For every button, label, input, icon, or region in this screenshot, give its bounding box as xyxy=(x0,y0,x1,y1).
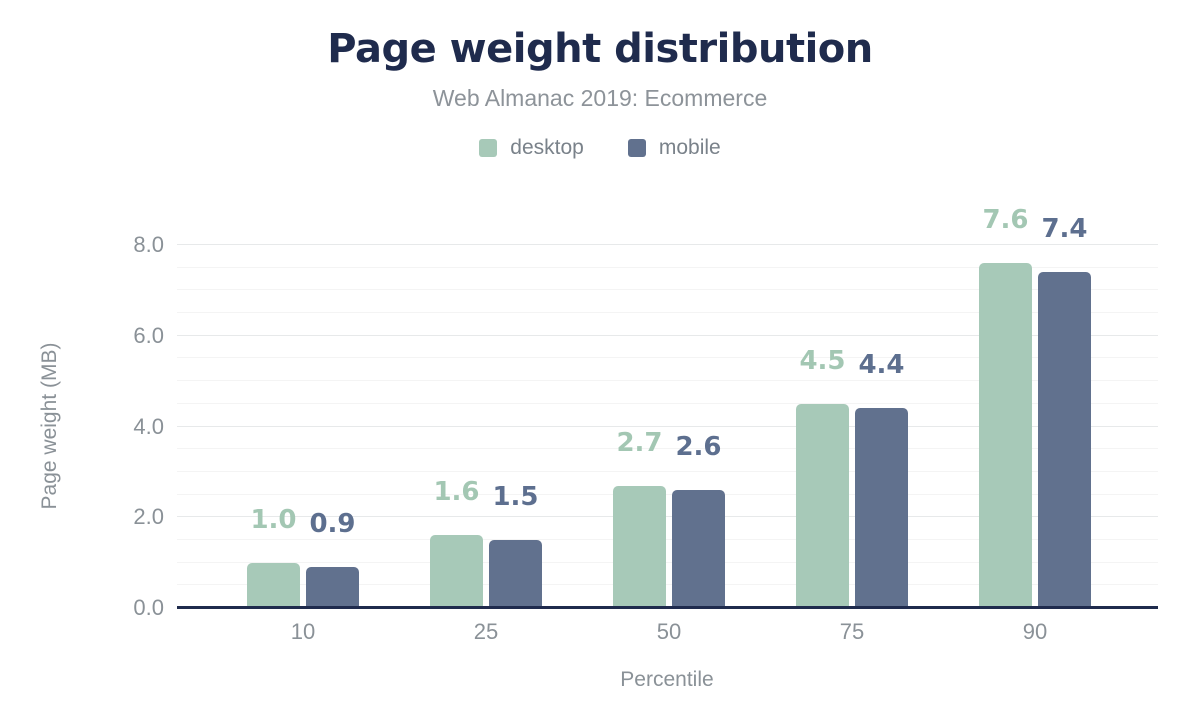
desktop-legend-swatch xyxy=(479,139,498,158)
minor-gridline xyxy=(177,402,1158,404)
chart-subtitle: Web Almanac 2019: Ecommerce xyxy=(432,85,768,111)
legend-item-desktop: desktop xyxy=(479,136,584,160)
plot-area: 0.0 2.0 4.0 6.0 8.0 1.0 0.9 10 1.6 1.5 25 2.7 2.6 50 4… xyxy=(133,207,1158,643)
legend: desktop mobile xyxy=(0,136,1200,160)
minor-gridline xyxy=(177,380,1158,382)
major-gridline xyxy=(177,425,1158,427)
value-label-mobile-p10: 0.9 xyxy=(309,509,356,540)
value-label-desktop-p50: 2.7 xyxy=(616,427,663,458)
major-gridline xyxy=(177,334,1158,336)
value-label-desktop-p90: 7.6 xyxy=(982,205,1029,236)
value-label-mobile-p25: 1.5 xyxy=(492,481,539,512)
mobile-legend-swatch xyxy=(627,139,646,158)
value-label-desktop-p25: 1.6 xyxy=(433,477,480,508)
minor-gridline xyxy=(177,357,1158,359)
bar-mobile-p90[interactable] xyxy=(1038,272,1091,608)
x-tick-label-p50: 50 xyxy=(656,619,682,644)
y-tick-label: 6.0 xyxy=(133,322,164,348)
mobile-legend-label: mobile xyxy=(658,136,721,160)
desktop-legend-label: desktop xyxy=(510,136,584,160)
value-label-mobile-p90: 7.4 xyxy=(1041,214,1088,245)
x-tick-label-p10: 10 xyxy=(290,619,316,644)
value-label-desktop-p75: 4.5 xyxy=(799,345,846,376)
minor-gridline xyxy=(177,493,1158,495)
minor-gridline xyxy=(177,266,1158,268)
chart-title: Page weight distribution xyxy=(327,26,873,72)
x-tick-label-p75: 75 xyxy=(839,619,865,644)
minor-gridline xyxy=(177,561,1158,563)
y-axis-title: Page weight (MB) xyxy=(38,342,61,510)
bar-desktop-p25[interactable] xyxy=(430,535,483,608)
minor-gridline xyxy=(177,289,1158,291)
y-tick-label: 4.0 xyxy=(133,413,164,439)
x-axis-line xyxy=(177,606,1158,609)
y-tick-label: 0.0 xyxy=(133,595,164,620)
x-tick-label-p25: 25 xyxy=(473,619,499,644)
bar-desktop-p75[interactable] xyxy=(796,403,849,608)
minor-gridline xyxy=(177,312,1158,314)
value-label-desktop-p10: 1.0 xyxy=(250,504,297,535)
bar-desktop-p50[interactable] xyxy=(613,485,666,608)
legend-item-mobile: mobile xyxy=(627,136,721,160)
minor-gridline xyxy=(177,448,1158,450)
x-axis-title: Percentile xyxy=(620,668,714,691)
minor-gridline xyxy=(177,470,1158,472)
bar-desktop-p90[interactable] xyxy=(979,263,1032,608)
value-label-mobile-p50: 2.6 xyxy=(675,432,722,463)
value-label-mobile-p75: 4.4 xyxy=(858,350,905,381)
minor-gridline xyxy=(177,584,1158,586)
bar-mobile-p75[interactable] xyxy=(855,408,908,608)
x-tick-label-p90: 90 xyxy=(1022,619,1048,644)
y-tick-label: 8.0 xyxy=(133,232,164,257)
y-tick-label: 2.0 xyxy=(133,504,164,530)
major-gridline xyxy=(177,244,1158,245)
bar-mobile-p10[interactable] xyxy=(306,567,359,608)
minor-gridline xyxy=(177,538,1158,540)
bar-mobile-p50[interactable] xyxy=(672,490,725,608)
major-gridline xyxy=(177,516,1158,518)
bar-mobile-p25[interactable] xyxy=(489,539,542,608)
bar-desktop-p10[interactable] xyxy=(247,562,300,608)
